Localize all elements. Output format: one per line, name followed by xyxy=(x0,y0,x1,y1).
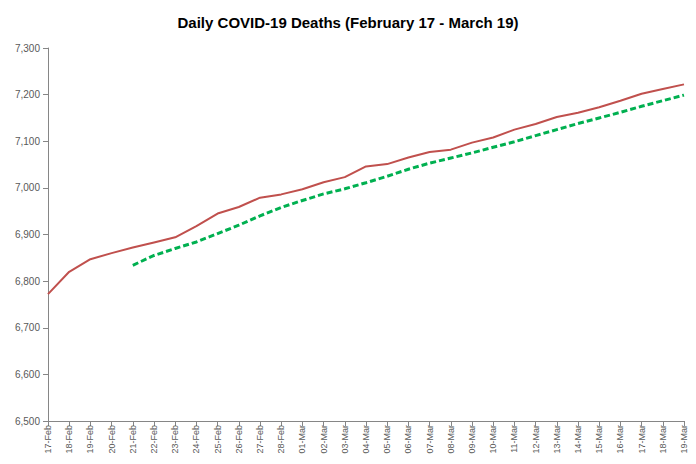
svg-text:6,600: 6,600 xyxy=(15,369,40,380)
svg-text:19-Mar: 19-Mar xyxy=(679,425,689,454)
svg-text:7,300: 7,300 xyxy=(15,43,40,54)
svg-text:17-Mar: 17-Mar xyxy=(637,425,647,454)
svg-text:22-Feb: 22-Feb xyxy=(149,425,159,454)
svg-text:06-Mar: 06-Mar xyxy=(403,425,413,454)
svg-text:02-Mar: 02-Mar xyxy=(319,425,329,454)
svg-text:09-Mar: 09-Mar xyxy=(467,425,477,454)
svg-text:18-Mar: 18-Mar xyxy=(658,425,668,454)
svg-text:17-Feb: 17-Feb xyxy=(43,425,53,454)
svg-text:7,100: 7,100 xyxy=(15,136,40,147)
svg-text:04-Mar: 04-Mar xyxy=(361,425,371,454)
svg-text:07-Mar: 07-Mar xyxy=(425,425,435,454)
svg-text:10-Mar: 10-Mar xyxy=(488,425,498,454)
svg-text:19-Feb: 19-Feb xyxy=(85,425,95,454)
svg-text:6,700: 6,700 xyxy=(15,322,40,333)
svg-text:14-Mar: 14-Mar xyxy=(573,425,583,454)
svg-text:6,900: 6,900 xyxy=(15,229,40,240)
svg-text:20-Feb: 20-Feb xyxy=(107,425,117,454)
svg-text:6,800: 6,800 xyxy=(15,276,40,287)
svg-text:18-Feb: 18-Feb xyxy=(64,425,74,454)
svg-text:7,000: 7,000 xyxy=(15,182,40,193)
svg-text:26-Feb: 26-Feb xyxy=(234,425,244,454)
svg-text:12-Mar: 12-Mar xyxy=(531,425,541,454)
svg-text:24-Feb: 24-Feb xyxy=(191,425,201,454)
svg-text:01-Mar: 01-Mar xyxy=(297,425,307,454)
svg-text:16-Mar: 16-Mar xyxy=(615,425,625,454)
svg-text:08-Mar: 08-Mar xyxy=(446,425,456,454)
svg-text:15-Mar: 15-Mar xyxy=(594,425,604,454)
svg-text:03-Mar: 03-Mar xyxy=(340,425,350,454)
svg-text:21-Feb: 21-Feb xyxy=(128,425,138,454)
svg-text:23-Feb: 23-Feb xyxy=(170,425,180,454)
svg-text:11-Mar: 11-Mar xyxy=(509,425,519,453)
svg-text:Daily COVID-19 Deaths (Februar: Daily COVID-19 Deaths (February 17 - Mar… xyxy=(178,14,519,31)
svg-text:27-Feb: 27-Feb xyxy=(255,425,265,454)
svg-text:13-Mar: 13-Mar xyxy=(552,425,562,454)
svg-text:6,500: 6,500 xyxy=(15,416,40,427)
svg-text:05-Mar: 05-Mar xyxy=(382,425,392,454)
svg-text:7,200: 7,200 xyxy=(15,89,40,100)
svg-text:28-Feb: 28-Feb xyxy=(276,425,286,454)
svg-text:25-Feb: 25-Feb xyxy=(213,425,223,454)
